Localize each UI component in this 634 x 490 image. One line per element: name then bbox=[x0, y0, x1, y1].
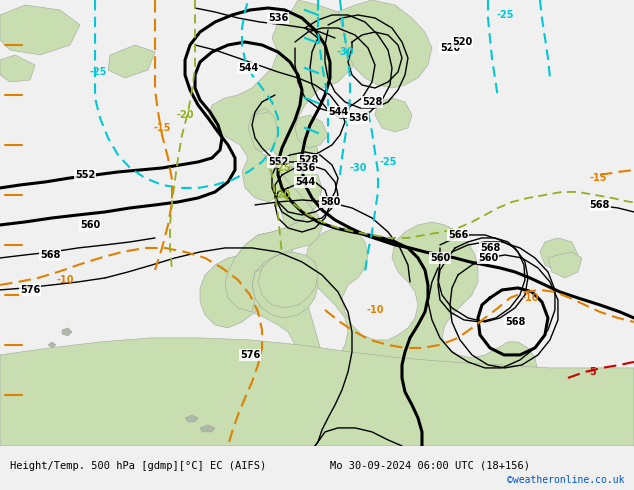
Polygon shape bbox=[245, 105, 283, 152]
Text: 560: 560 bbox=[80, 220, 100, 230]
Polygon shape bbox=[225, 155, 538, 442]
Polygon shape bbox=[0, 5, 80, 55]
Text: 580: 580 bbox=[320, 197, 340, 207]
Text: -20: -20 bbox=[176, 110, 194, 120]
Text: 536: 536 bbox=[348, 113, 368, 123]
Text: 536: 536 bbox=[295, 163, 315, 173]
Polygon shape bbox=[338, 0, 432, 88]
Polygon shape bbox=[375, 98, 412, 132]
Text: 560: 560 bbox=[478, 253, 498, 263]
Text: 560: 560 bbox=[430, 253, 450, 263]
Text: 568: 568 bbox=[505, 317, 525, 327]
Text: 568: 568 bbox=[40, 250, 60, 260]
Polygon shape bbox=[548, 252, 582, 278]
Polygon shape bbox=[252, 258, 318, 318]
Polygon shape bbox=[108, 45, 155, 78]
Text: 520: 520 bbox=[440, 43, 460, 53]
Text: -25: -25 bbox=[89, 67, 107, 77]
Text: -30: -30 bbox=[349, 163, 366, 173]
Text: -30: -30 bbox=[336, 47, 354, 57]
Text: -25: -25 bbox=[379, 157, 397, 167]
Polygon shape bbox=[0, 55, 35, 82]
Text: 552: 552 bbox=[75, 170, 95, 180]
Text: ©weatheronline.co.uk: ©weatheronline.co.uk bbox=[507, 475, 624, 485]
Text: Mo 30-09-2024 06:00 UTC (18+156): Mo 30-09-2024 06:00 UTC (18+156) bbox=[330, 461, 529, 471]
Polygon shape bbox=[200, 425, 215, 432]
Text: -10: -10 bbox=[56, 275, 74, 285]
Text: -10: -10 bbox=[521, 293, 539, 303]
Text: -25: -25 bbox=[273, 163, 291, 173]
Text: 544: 544 bbox=[328, 107, 348, 117]
Polygon shape bbox=[200, 255, 268, 328]
Text: -15: -15 bbox=[589, 173, 607, 183]
Text: 552: 552 bbox=[268, 157, 288, 167]
Polygon shape bbox=[185, 415, 198, 422]
Text: 544: 544 bbox=[295, 177, 315, 187]
Text: 544: 544 bbox=[238, 63, 258, 73]
Text: 528: 528 bbox=[362, 97, 382, 107]
Text: 568: 568 bbox=[480, 243, 500, 253]
Text: 568: 568 bbox=[590, 200, 610, 210]
Polygon shape bbox=[295, 115, 328, 148]
Text: 566: 566 bbox=[448, 230, 468, 240]
Text: 576: 576 bbox=[20, 285, 40, 295]
Text: -5: -5 bbox=[586, 367, 597, 377]
Text: -15: -15 bbox=[153, 123, 171, 133]
Text: -10: -10 bbox=[366, 305, 384, 315]
Polygon shape bbox=[62, 328, 72, 336]
Polygon shape bbox=[0, 338, 634, 446]
Text: Height/Temp. 500 hPa [gdmp][°C] EC (AIFS): Height/Temp. 500 hPa [gdmp][°C] EC (AIFS… bbox=[10, 461, 266, 471]
Polygon shape bbox=[208, 0, 360, 202]
Text: 536: 536 bbox=[268, 13, 288, 23]
Polygon shape bbox=[225, 155, 322, 312]
Text: -25: -25 bbox=[496, 10, 514, 20]
Text: 520: 520 bbox=[452, 37, 472, 47]
Text: 576: 576 bbox=[240, 350, 260, 360]
Polygon shape bbox=[540, 238, 578, 272]
Polygon shape bbox=[245, 88, 272, 115]
Text: -20: -20 bbox=[273, 190, 291, 200]
Polygon shape bbox=[48, 342, 56, 348]
Text: 528: 528 bbox=[298, 155, 318, 165]
